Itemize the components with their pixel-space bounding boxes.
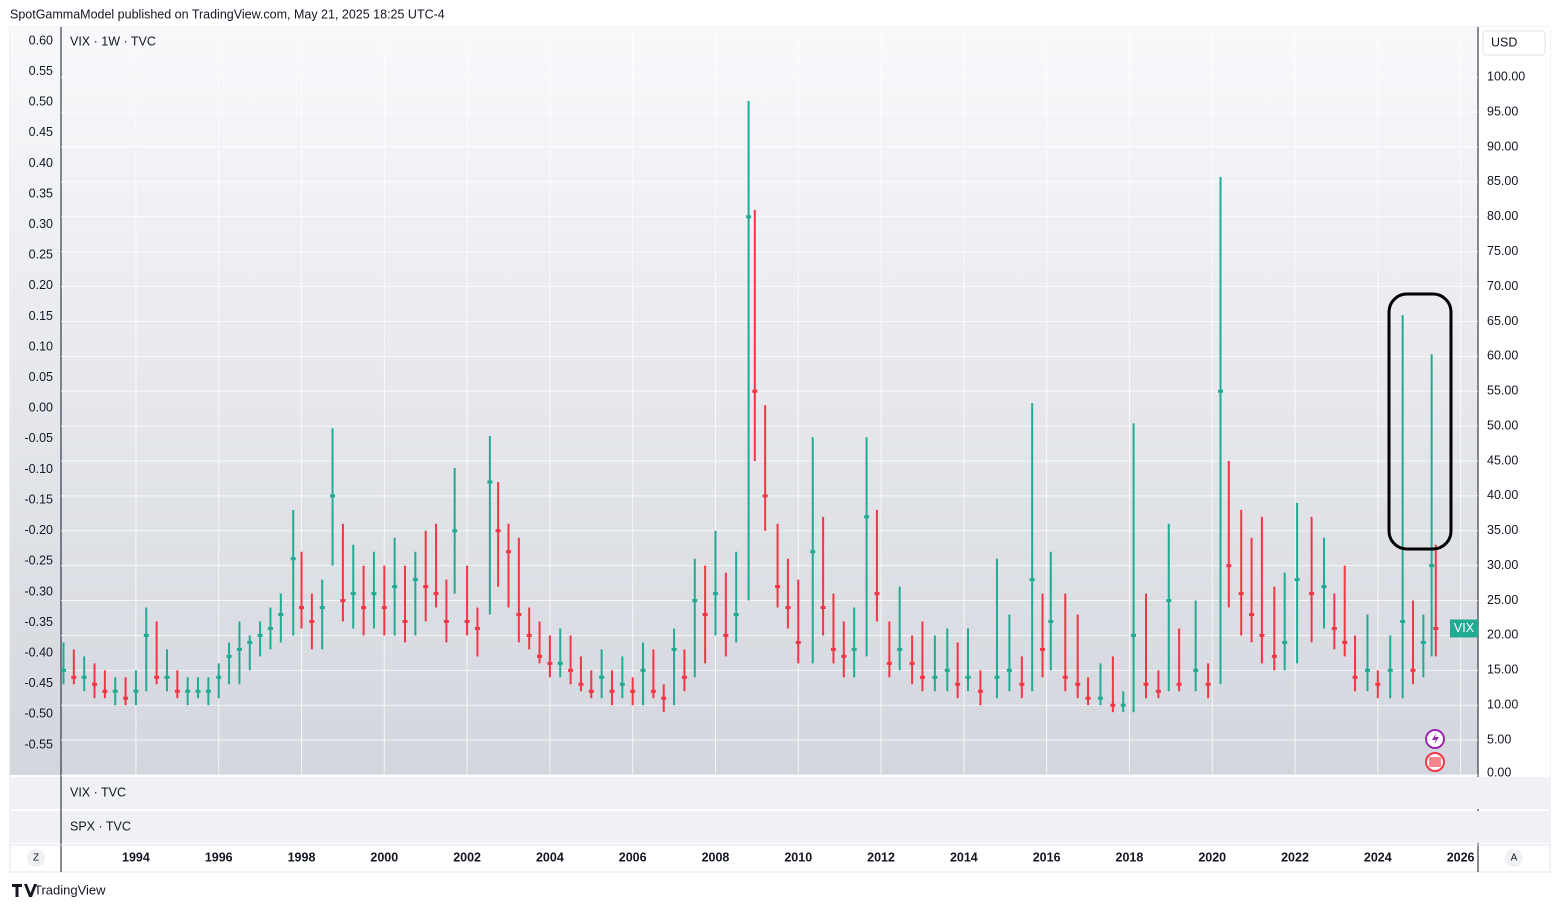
y-tick-label: 60.00	[1487, 349, 1518, 363]
y2-tick-label: -0.15	[25, 492, 54, 506]
y-tick-label: 20.00	[1487, 628, 1518, 642]
y2-tick-label: 0.00	[29, 401, 53, 415]
y-tick-label: 30.00	[1487, 558, 1518, 572]
y2-tick-label: 0.60	[29, 33, 53, 47]
right-axis-area	[1478, 27, 1550, 775]
x-tick-label: 2012	[867, 850, 895, 864]
y-tick-label: 35.00	[1487, 523, 1518, 537]
z-label: Z	[33, 853, 39, 864]
y-tick-label: 80.00	[1487, 209, 1518, 223]
y-tick-label: 55.00	[1487, 384, 1518, 398]
y-tick-label: 50.00	[1487, 418, 1518, 432]
plot-area	[61, 27, 1478, 775]
y2-tick-label: -0.50	[25, 707, 54, 721]
grid	[61, 27, 1478, 776]
left-axis-area	[10, 27, 61, 775]
y2-tick-label: 0.55	[29, 64, 53, 78]
candles	[60, 100, 1439, 713]
z-button[interactable]	[27, 849, 45, 867]
y2-tick-label: 0.30	[29, 217, 53, 231]
pane-vix	[10, 777, 1550, 809]
x-tick-label: 1996	[205, 850, 233, 864]
y-tick-label: 65.00	[1487, 314, 1518, 328]
x-tick-label: 2014	[950, 850, 978, 864]
event-bolt	[1432, 733, 1439, 745]
x-tick-label: 2020	[1198, 850, 1226, 864]
y2-tick-label: 0.50	[29, 95, 53, 109]
y2-tick-label: 0.25	[29, 248, 53, 262]
x-tick-label: 2000	[370, 850, 398, 864]
y2-tick-label: 0.15	[29, 309, 53, 323]
y2-tick-label: -0.20	[25, 523, 54, 537]
y-tick-label: 75.00	[1487, 244, 1518, 258]
x-tick-label: 2024	[1364, 850, 1392, 864]
y-tick-label: 0.00	[1487, 765, 1511, 779]
y2-tick-label: -0.25	[25, 554, 54, 568]
y-tick-label: 90.00	[1487, 139, 1518, 153]
source-note: SpotGammaModel published on TradingView.…	[10, 7, 445, 21]
chart-title: VIX · 1W · TVC	[70, 34, 156, 48]
y2-tick-label: 0.40	[29, 156, 53, 170]
y-tick-label: 15.00	[1487, 663, 1518, 677]
y2-tick-label: -0.55	[25, 737, 54, 751]
x-tick-label: 2022	[1281, 850, 1309, 864]
x-tick-label: 2018	[1116, 850, 1144, 864]
x-tick-label: 2016	[1033, 850, 1061, 864]
flag-icon	[1429, 757, 1441, 767]
pane-label: SPX · TVC	[70, 819, 131, 833]
x-tick-label: 2026	[1447, 850, 1475, 864]
currency-label: USD	[1491, 35, 1517, 49]
y2-tick-label: 0.35	[29, 186, 53, 200]
pane-label: VIX · TVC	[70, 785, 126, 799]
y2-tick-label: 0.45	[29, 125, 53, 139]
y-tick-label: 5.00	[1487, 732, 1511, 746]
y-tick-label: 95.00	[1487, 104, 1518, 118]
y2-tick-label: 0.20	[29, 278, 53, 292]
y2-tick-label: -0.40	[25, 645, 54, 659]
currency-button[interactable]	[1482, 30, 1546, 56]
y2-tick-label: -0.05	[25, 431, 54, 445]
x-tick-label: 2010	[784, 850, 812, 864]
pane-spx	[10, 811, 1550, 843]
y-tick-label: 40.00	[1487, 488, 1518, 502]
y2-tick-label: -0.30	[25, 584, 54, 598]
highlight-box	[1387, 292, 1453, 551]
a-button[interactable]	[1505, 849, 1523, 867]
y-tick-label: 85.00	[1487, 174, 1518, 188]
x-tick-label: 2002	[453, 850, 481, 864]
x-tick-label: 2004	[536, 850, 564, 864]
x-tick-label: 1994	[122, 850, 150, 864]
y2-tick-label: 0.05	[29, 370, 53, 384]
y-tick-label: 45.00	[1487, 453, 1518, 467]
y-tick-label: 100.00	[1487, 70, 1525, 84]
y-tick-label: 10.00	[1487, 698, 1518, 712]
x-tick-label: 2008	[702, 850, 730, 864]
a-label: A	[1511, 853, 1518, 864]
y2-tick-label: 0.10	[29, 339, 53, 353]
y2-tick-label: -0.35	[25, 615, 54, 629]
y-tick-label: 70.00	[1487, 279, 1518, 293]
y2-tick-label: -0.10	[25, 462, 54, 476]
brand: TradingView	[34, 882, 106, 897]
x-tick-label: 2006	[619, 850, 647, 864]
brand-logo	[12, 884, 37, 897]
y-tick-label: 25.00	[1487, 593, 1518, 607]
price-tag	[1450, 619, 1478, 638]
y2-tick-label: -0.45	[25, 676, 54, 690]
price-tag-label: VIX	[1454, 621, 1475, 635]
x-tick-label: 1998	[288, 850, 316, 864]
